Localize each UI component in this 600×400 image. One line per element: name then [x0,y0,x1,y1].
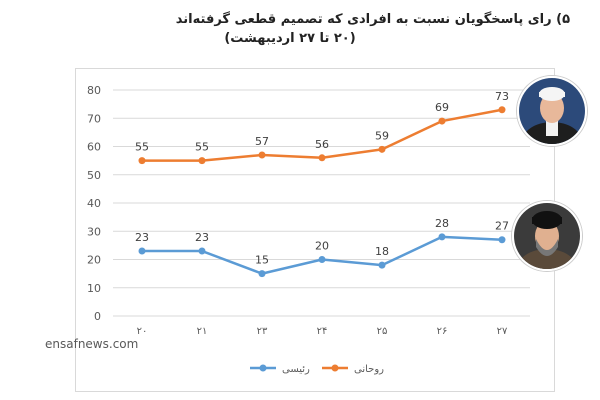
x-tick-label: ۲۶ [437,326,448,337]
y-tick-label: 10 [87,282,101,295]
legend-marker [259,364,267,372]
y-tick-label: 70 [87,112,101,125]
x-tick-label: ۲۵ [377,326,388,337]
data-point [138,157,146,165]
data-point [318,256,326,263]
x-tick-label: ۲۱ [197,326,208,337]
data-point [498,236,506,244]
data-label: 28 [435,217,449,230]
portrait-photo-icon [512,201,582,271]
data-point [438,117,446,125]
data-label: 27 [495,220,509,233]
data-label: 57 [255,135,269,148]
x-axis-ticks: ۲۰ ۲۱ ۲۳ ۲۴ ۲۵ ۲۶ ۲۷ [137,326,508,337]
x-tick-label: ۲۴ [317,326,328,337]
legend-label: روحانی [354,364,384,375]
data-label: 23 [195,231,209,244]
data-label: 15 [255,254,269,267]
y-tick-label: 60 [87,141,101,154]
data-point [378,145,386,153]
data-label: 55 [195,141,209,154]
y-tick-label: 80 [87,84,101,97]
chart-title-line2: (۲۰ تا ۲۷ اردیبهشت) [224,31,356,46]
y-axis-ticks: 0 10 20 30 40 50 60 70 80 [87,84,101,323]
grid-lines [113,89,530,317]
legend: رئیسی روحانی [250,364,384,375]
data-point [258,151,266,159]
y-tick-label: 30 [87,225,101,238]
data-point [138,247,146,255]
data-point [318,154,326,162]
data-point [198,157,206,165]
y-tick-label: 0 [94,310,101,323]
data-point [378,261,386,269]
watermark: ensafnews.com [45,337,139,351]
data-label: 73 [495,90,509,103]
data-label: 59 [375,129,389,142]
x-tick-label: ۲۳ [257,326,268,337]
data-label: 18 [375,245,389,258]
legend-label: رئیسی [282,364,310,375]
data-label: 55 [135,141,149,154]
data-point [198,247,206,255]
chart-title: ۵) رای پاسخگویان نسبت به افرادی که تصمیم… [10,10,570,48]
portrait-photo-icon [517,76,587,146]
data-point [498,106,506,114]
x-tick-label: ۲۷ [497,326,508,337]
data-label: 56 [315,138,329,151]
legend-marker [331,364,339,372]
series-group: 23 23 15 20 18 28 27 55 55 57 56 59 69 73 [135,90,509,278]
chart-title-line1: ۵) رای پاسخگویان نسبت به افرادی که تصمیم… [175,12,570,27]
data-label: 23 [135,231,149,244]
data-label: 20 [315,240,329,253]
y-tick-label: 50 [87,169,101,182]
data-label: 69 [435,101,449,114]
y-tick-label: 40 [87,197,101,210]
x-tick-label: ۲۰ [137,326,148,337]
data-point [438,233,446,241]
data-point [258,270,266,278]
y-tick-label: 20 [87,254,101,267]
